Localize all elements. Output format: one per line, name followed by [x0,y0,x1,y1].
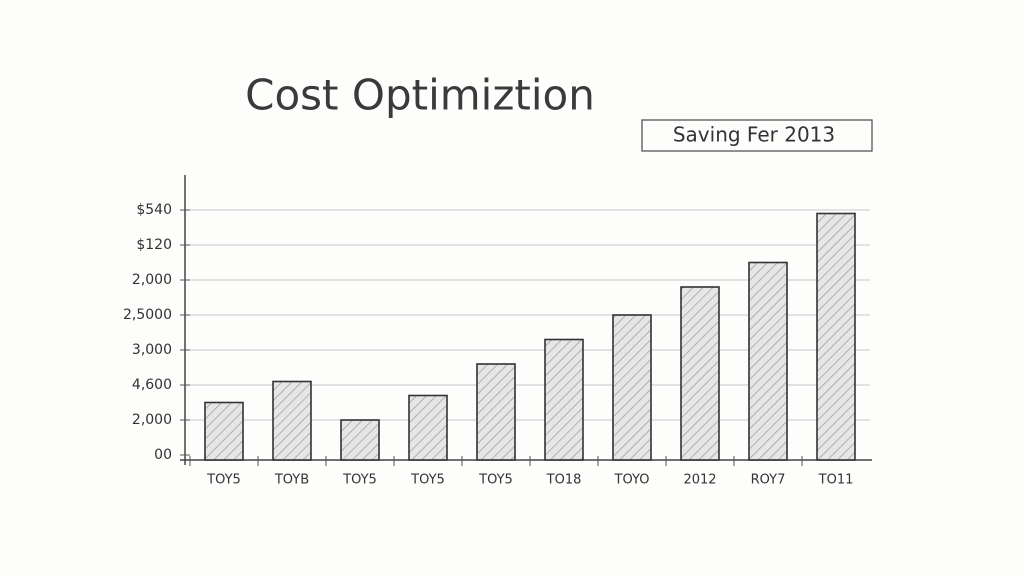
x-tick-label: TOYB [274,473,309,488]
x-tick-label: TO18 [546,473,582,488]
x-tick-label: ROY7 [751,473,786,488]
chart-title: Cost Optimiztion [245,71,595,120]
x-tick-label: TOYO [614,473,650,488]
x-tick-label: TOY5 [206,473,241,488]
y-tick-label: 4,600 [132,377,172,393]
y-tick-label: 2,000 [132,272,172,288]
bar [816,212,856,461]
legend-label: Saving Fer 2013 [673,123,835,147]
bar [204,401,244,461]
x-tick-label: TO11 [818,473,854,488]
y-tick-label: $120 [136,237,172,253]
bar [408,394,448,461]
x-tick-label: TOY5 [410,473,445,488]
legend-box [641,119,873,152]
bar [544,338,584,461]
bar [748,261,788,461]
y-tick-label: 00 [154,447,172,463]
bar [680,286,720,461]
y-tick-label: $540 [136,202,172,218]
bar [476,363,516,461]
y-tick-label: 2,000 [132,412,172,428]
y-tick-label: 3,000 [132,342,172,358]
x-tick-label: TOY5 [342,473,377,488]
bar [340,419,380,461]
bar [272,380,312,461]
bar [612,314,652,461]
y-tick-label: 2,5000 [123,307,172,323]
x-tick-label: 2012 [683,473,716,488]
x-tick-label: TOY5 [478,473,513,488]
